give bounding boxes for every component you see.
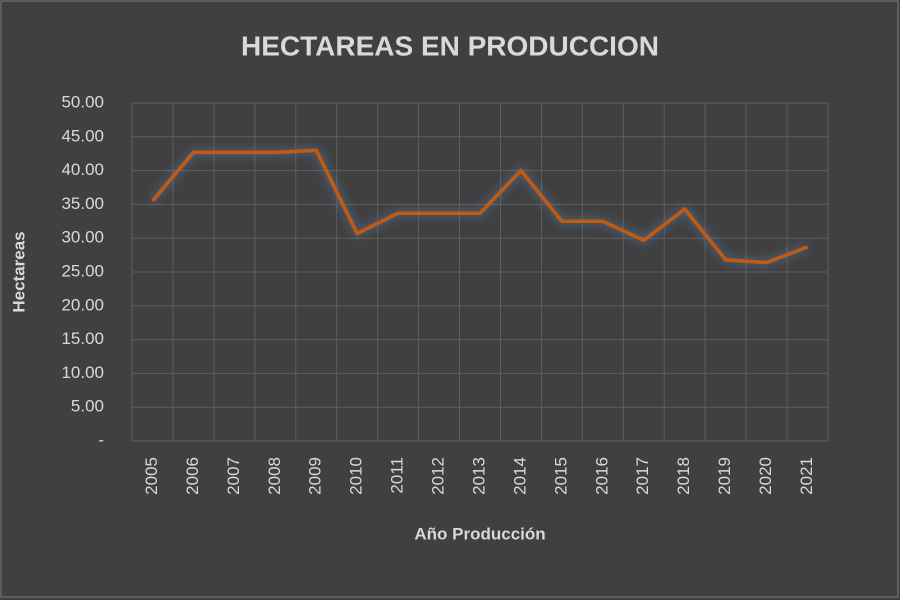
- y-tick-label: 10.00: [61, 363, 104, 382]
- x-tick-label: 2021: [797, 457, 816, 495]
- x-tick-label: 2009: [306, 457, 325, 495]
- y-tick-label: -: [98, 430, 104, 449]
- chart-title: HECTAREAS EN PRODUCCION: [241, 30, 659, 61]
- y-tick-label: 50.00: [61, 92, 104, 111]
- x-tick-label: 2006: [183, 457, 202, 495]
- y-tick-label: 5.00: [71, 397, 104, 416]
- x-tick-label: 2010: [347, 457, 366, 495]
- x-tick-label: 2020: [756, 457, 775, 495]
- x-tick-label: 2014: [510, 457, 529, 495]
- x-tick-label: 2019: [715, 457, 734, 495]
- x-tick-label: 2012: [429, 457, 448, 495]
- y-tick-label: 40.00: [61, 160, 104, 179]
- y-tick-label: 45.00: [61, 126, 104, 145]
- y-tick-label: 20.00: [61, 295, 104, 314]
- x-tick-label: 2005: [142, 457, 161, 495]
- x-axis-title: Año Producción: [414, 524, 545, 543]
- y-tick-label: 35.00: [61, 194, 104, 213]
- data-line: [151, 148, 809, 265]
- x-tick-label: 2015: [551, 457, 570, 495]
- x-tick-label: 2011: [388, 457, 407, 494]
- x-tick-label: 2008: [265, 457, 284, 495]
- x-tick-label: 2013: [469, 457, 488, 495]
- y-tick-label: 15.00: [61, 329, 104, 348]
- y-tick-label: 30.00: [61, 228, 104, 247]
- x-tick-label: 2016: [592, 457, 611, 495]
- x-tick-label: 2017: [633, 457, 652, 495]
- y-axis-title: Hectareas: [9, 231, 28, 312]
- x-tick-label: 2007: [224, 457, 243, 495]
- y-tick-label: 25.00: [61, 261, 104, 280]
- x-tick-label: 2018: [674, 457, 693, 495]
